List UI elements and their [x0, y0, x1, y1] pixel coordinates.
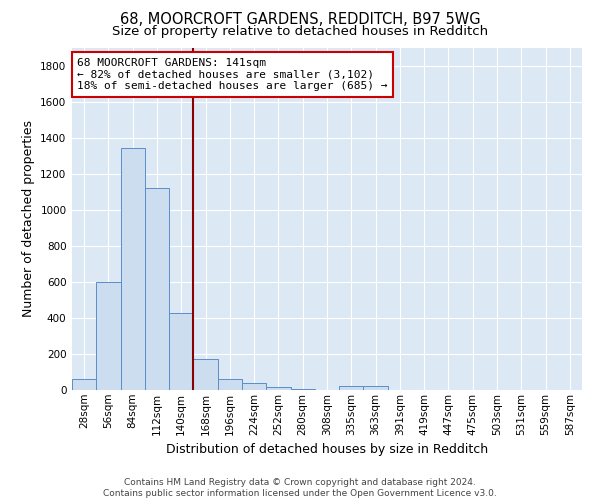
- Text: Size of property relative to detached houses in Redditch: Size of property relative to detached ho…: [112, 25, 488, 38]
- Bar: [193, 360, 218, 390]
- Bar: [218, 379, 242, 390]
- X-axis label: Distribution of detached houses by size in Redditch: Distribution of detached houses by size …: [166, 443, 488, 456]
- Bar: [169, 314, 193, 390]
- Bar: [242, 383, 266, 390]
- Bar: [266, 388, 290, 390]
- Bar: [96, 282, 121, 390]
- Bar: [72, 379, 96, 390]
- Bar: [290, 389, 315, 390]
- Text: 68, MOORCROFT GARDENS, REDDITCH, B97 5WG: 68, MOORCROFT GARDENS, REDDITCH, B97 5WG: [119, 12, 481, 28]
- Bar: [339, 386, 364, 390]
- Bar: [364, 386, 388, 390]
- Text: 68 MOORCROFT GARDENS: 141sqm
← 82% of detached houses are smaller (3,102)
18% of: 68 MOORCROFT GARDENS: 141sqm ← 82% of de…: [77, 58, 388, 91]
- Bar: [121, 148, 145, 390]
- Bar: [145, 188, 169, 390]
- Y-axis label: Number of detached properties: Number of detached properties: [22, 120, 35, 318]
- Text: Contains HM Land Registry data © Crown copyright and database right 2024.
Contai: Contains HM Land Registry data © Crown c…: [103, 478, 497, 498]
